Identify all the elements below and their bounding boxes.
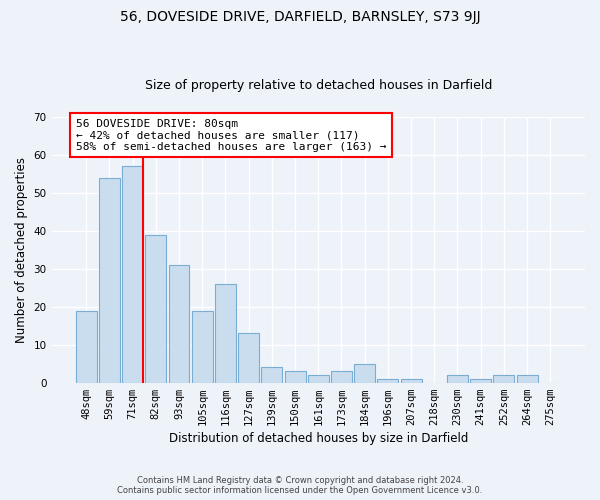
- Text: 56, DOVESIDE DRIVE, DARFIELD, BARNSLEY, S73 9JJ: 56, DOVESIDE DRIVE, DARFIELD, BARNSLEY, …: [119, 10, 481, 24]
- X-axis label: Distribution of detached houses by size in Darfield: Distribution of detached houses by size …: [169, 432, 468, 445]
- Y-axis label: Number of detached properties: Number of detached properties: [15, 156, 28, 342]
- Bar: [122, 166, 143, 382]
- Bar: [517, 375, 538, 382]
- Bar: [470, 379, 491, 382]
- Bar: [377, 379, 398, 382]
- Bar: [354, 364, 375, 382]
- Bar: [262, 368, 283, 382]
- Bar: [238, 334, 259, 382]
- Bar: [308, 375, 329, 382]
- Bar: [401, 379, 422, 382]
- Bar: [493, 375, 514, 382]
- Text: 56 DOVESIDE DRIVE: 80sqm
← 42% of detached houses are smaller (117)
58% of semi-: 56 DOVESIDE DRIVE: 80sqm ← 42% of detach…: [76, 118, 386, 152]
- Bar: [192, 310, 212, 382]
- Bar: [215, 284, 236, 382]
- Text: Contains HM Land Registry data © Crown copyright and database right 2024.
Contai: Contains HM Land Registry data © Crown c…: [118, 476, 482, 495]
- Bar: [145, 234, 166, 382]
- Bar: [331, 372, 352, 382]
- Bar: [169, 265, 190, 382]
- Bar: [284, 372, 305, 382]
- Bar: [76, 310, 97, 382]
- Bar: [99, 178, 120, 382]
- Bar: [447, 375, 468, 382]
- Title: Size of property relative to detached houses in Darfield: Size of property relative to detached ho…: [145, 79, 492, 92]
